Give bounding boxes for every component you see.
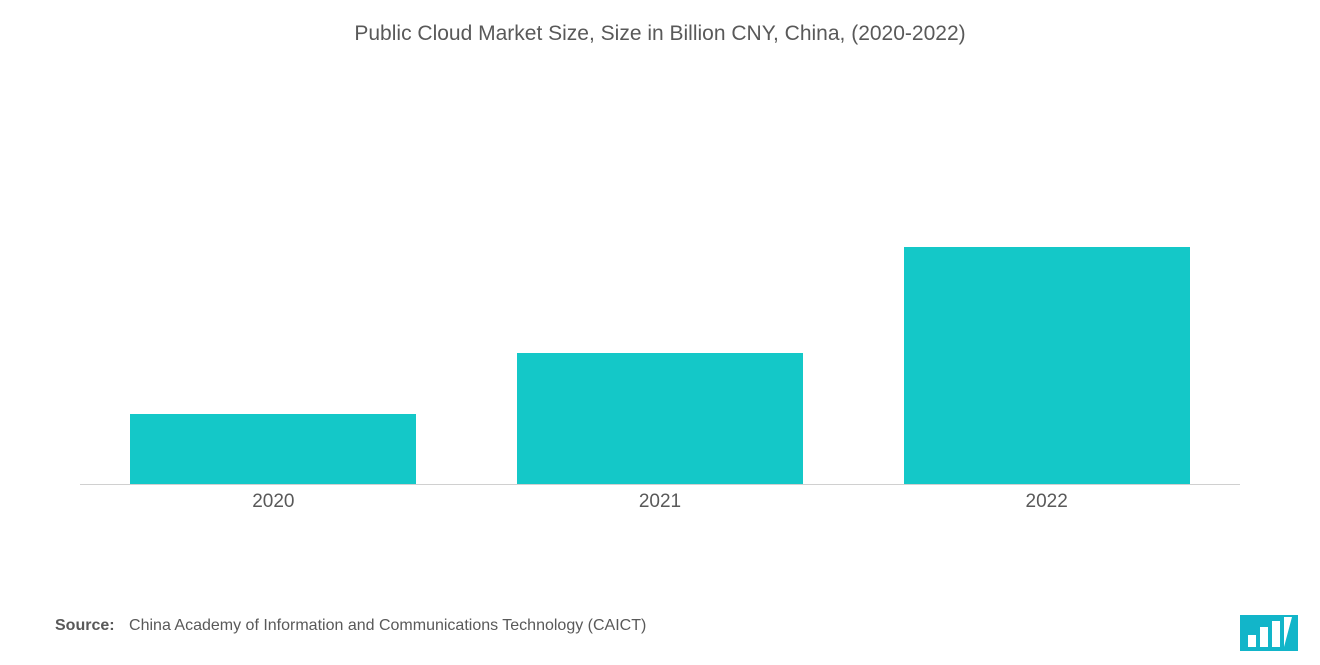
- x-axis-baseline: [80, 484, 1240, 485]
- source-label: Source:: [55, 617, 115, 634]
- bar-slot: [467, 80, 854, 485]
- bar: [130, 414, 416, 485]
- x-axis-label: 2021: [467, 487, 854, 515]
- bars-container: [80, 80, 1240, 485]
- brand-logo: [1240, 615, 1298, 651]
- bar: [517, 353, 803, 485]
- x-axis-label: 2022: [853, 487, 1240, 515]
- chart-area: 202020212022: [80, 80, 1240, 515]
- source-line: Source: China Academy of Information and…: [55, 617, 646, 635]
- x-axis-label: 2020: [80, 487, 467, 515]
- source-text: China Academy of Information and Communi…: [129, 617, 646, 634]
- x-axis-labels: 202020212022: [80, 487, 1240, 515]
- chart-title: Public Cloud Market Size, Size in Billio…: [0, 0, 1320, 46]
- bar-slot: [853, 80, 1240, 485]
- plot: 202020212022: [80, 80, 1240, 515]
- bar: [904, 247, 1190, 485]
- bar-slot: [80, 80, 467, 485]
